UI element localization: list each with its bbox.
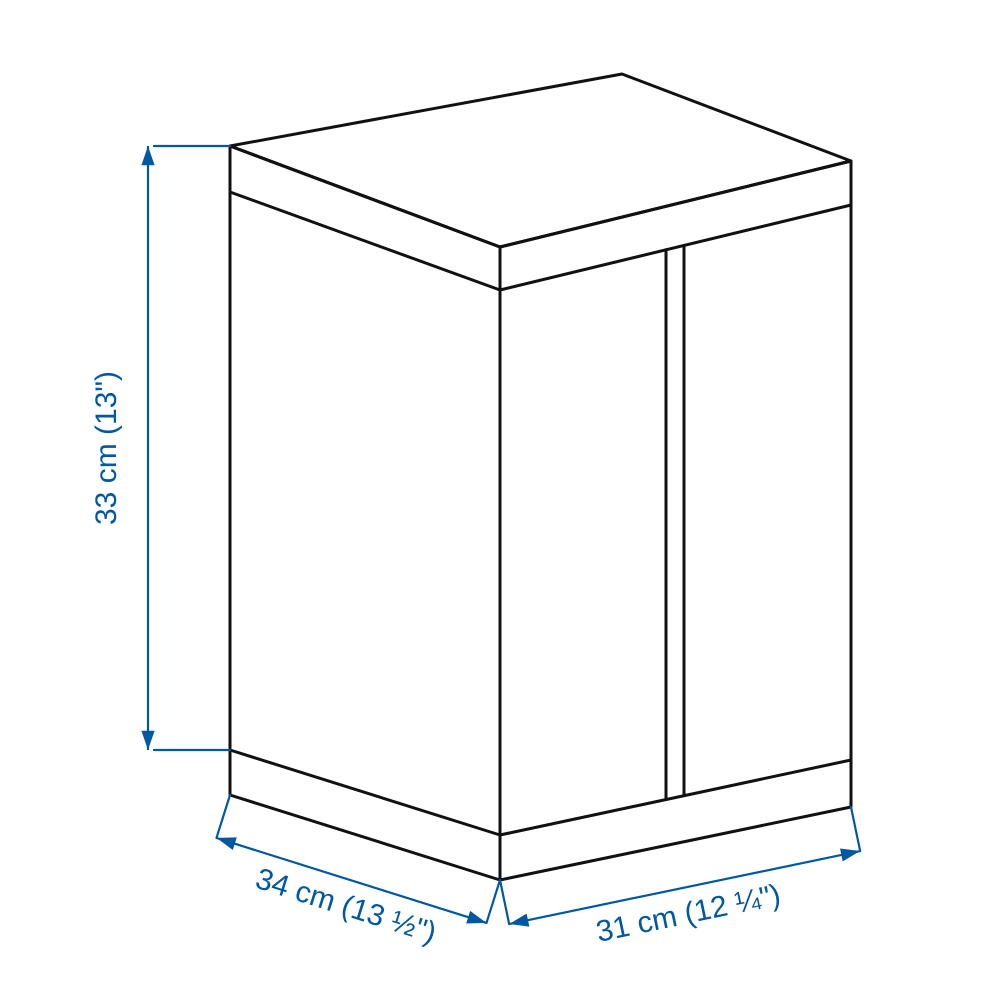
dimension-width-label: 34 cm (13 ½") bbox=[252, 862, 441, 950]
dimension-depth-label: 31 cm (12 ¼") bbox=[593, 878, 783, 948]
dimension-height-label: 33 cm (13") bbox=[90, 371, 123, 525]
